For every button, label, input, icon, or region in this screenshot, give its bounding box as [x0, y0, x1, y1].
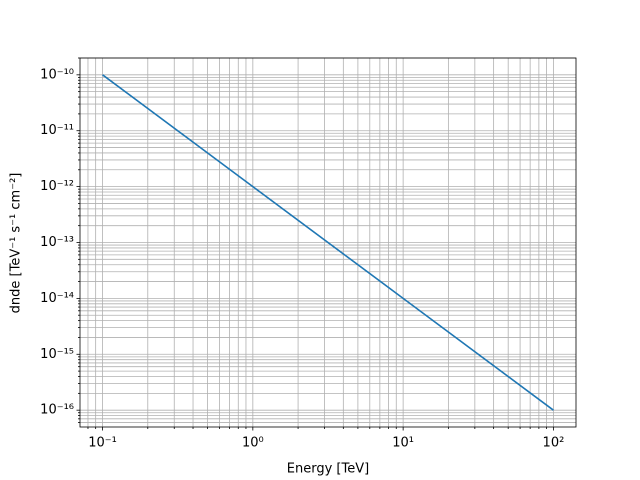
- x-tick-label: 10⁰: [242, 436, 264, 451]
- x-tick-label: 10¹: [392, 436, 414, 451]
- y-tick-label: 10⁻¹¹: [40, 123, 74, 138]
- y-tick-label: 10⁻¹⁶: [40, 403, 74, 418]
- y-tick-label: 10⁻¹⁵: [40, 347, 74, 362]
- y-tick-label: 10⁻¹⁴: [40, 291, 74, 306]
- plot-frame: [79, 57, 577, 428]
- y-tick-label: 10⁻¹³: [40, 235, 74, 250]
- y-tick-label: 10⁻¹⁰: [40, 67, 74, 82]
- x-tick-label: 10²: [543, 436, 565, 451]
- y-tick-label: 10⁻¹²: [40, 179, 74, 194]
- line: [102, 74, 554, 411]
- x-axis-label: Energy [TeV]: [287, 462, 369, 477]
- x-tick-label: 10⁻¹: [88, 436, 117, 451]
- y-axis-label: dnde [TeV⁻¹ s⁻¹ cm⁻²]: [9, 173, 24, 314]
